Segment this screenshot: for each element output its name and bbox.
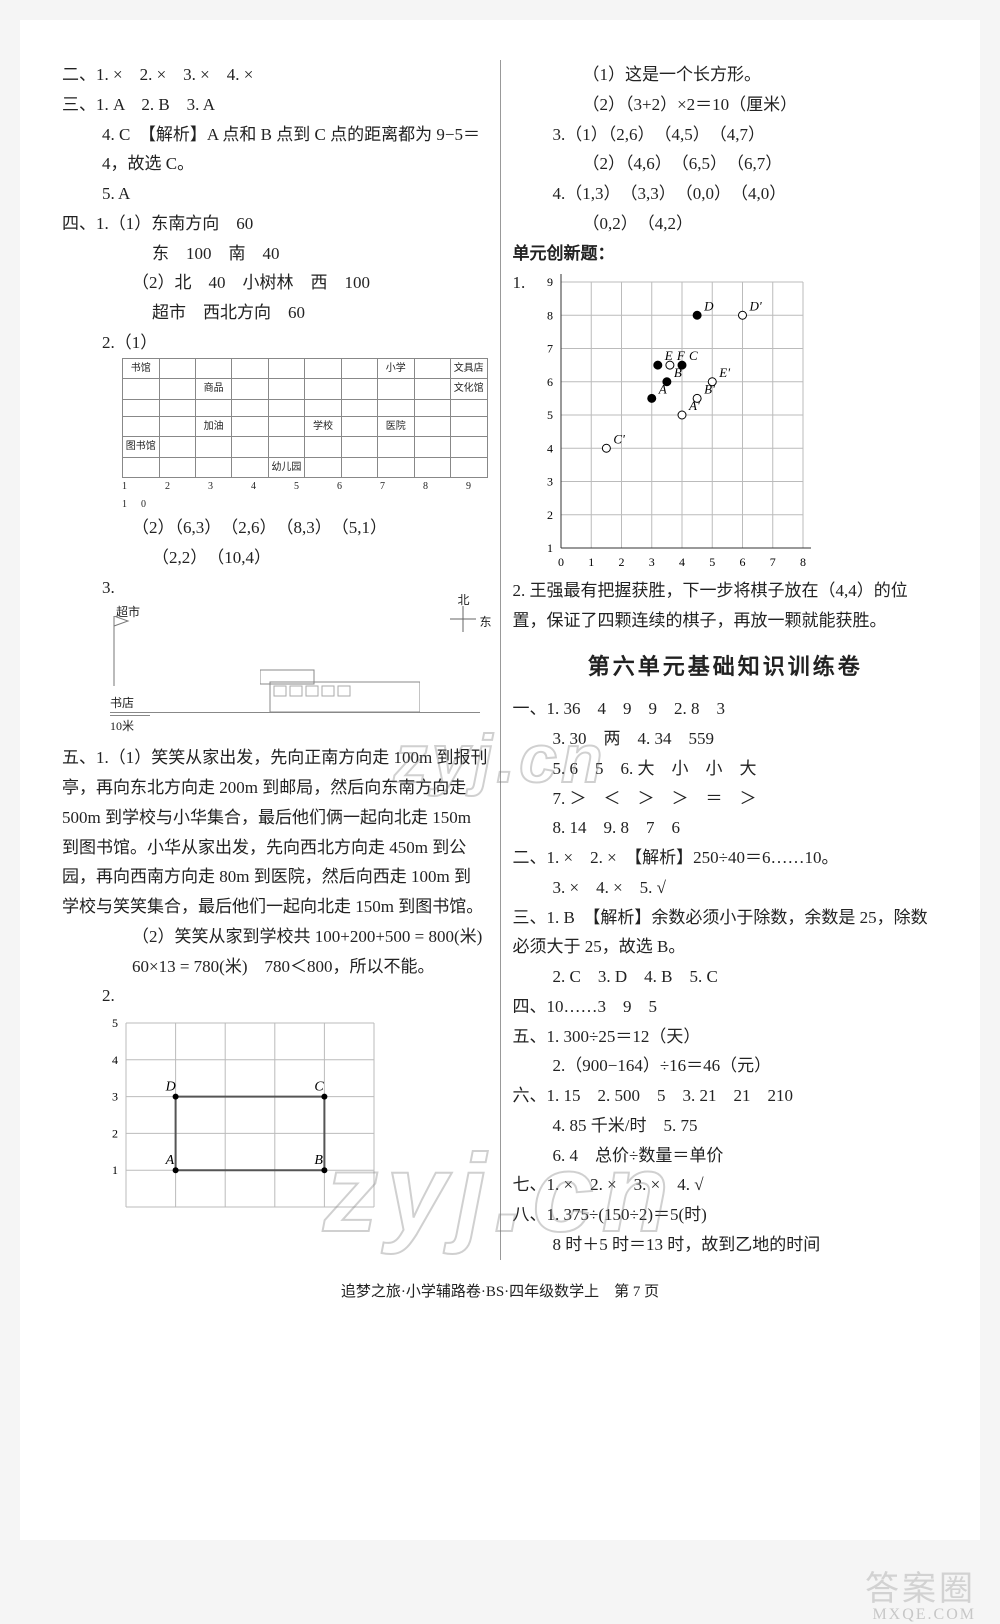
r5: 4.（1,3） （3,3） （0,0） （4,0） xyxy=(513,179,939,209)
sec4-3: 3. xyxy=(62,573,488,603)
sec3-1: 三、1. A 2. B 3. A xyxy=(62,90,488,120)
sec4-3-sketch: 超市 北 东 书店 xyxy=(110,602,480,713)
svg-text:3: 3 xyxy=(112,1090,118,1104)
svg-text:3: 3 xyxy=(547,475,553,489)
svg-text:4: 4 xyxy=(547,442,553,456)
u6-6: 六、1. 15 2. 500 5 3. 21 21 210 xyxy=(513,1081,939,1111)
svg-text:F: F xyxy=(675,348,685,363)
u6-3: 三、1. B 【解析】余数必须小于除数，余数是 25，除数必须大于 25，故选 … xyxy=(513,903,939,963)
unit6-title: 第六单元基础知识训练卷 xyxy=(513,648,939,687)
svg-text:9: 9 xyxy=(547,275,553,289)
flag-icon xyxy=(110,616,138,686)
svg-text:B: B xyxy=(314,1153,323,1168)
sec4-1c: （2）北 40 小树林 西 100 xyxy=(62,268,488,298)
svg-text:D: D xyxy=(703,299,714,314)
sec4-2c: （2,2） （10,4） xyxy=(62,543,488,573)
svg-text:4: 4 xyxy=(112,1053,118,1067)
u6-6c: 6. 4 总价÷数量＝单价 xyxy=(513,1141,939,1171)
svg-text:2: 2 xyxy=(618,555,624,569)
r2: （2）（3+2）×2＝10（厘米） xyxy=(513,90,939,120)
left-column: 二、1. × 2. × 3. × 4. × 三、1. A 2. B 3. A 4… xyxy=(50,60,501,1260)
sec2: 二、1. × 2. × 3. × 4. × xyxy=(62,60,488,90)
sec4-1b: 东 100 南 40 xyxy=(62,239,488,269)
sec4-2: 2.（1） xyxy=(62,328,488,358)
svg-text:1: 1 xyxy=(112,1163,118,1177)
sec3-4: 4. C 【解析】A 点和 B 点到 C 点的距离都为 9−5＝4，故选 C。 xyxy=(62,120,488,180)
right-column: （1）这是一个长方形。 （2）（3+2）×2＝10（厘米） 3.（1）（2,6）… xyxy=(501,60,951,1260)
u6-6b: 4. 85 千米/时 5. 75 xyxy=(513,1111,939,1141)
q2: 2. 王强最有把握获胜，下一步将棋子放在（4,4）的位置，保证了四颗连续的棋子，… xyxy=(513,576,939,636)
u6-1-3: 3. 30 两 4. 34 559 xyxy=(513,724,939,754)
svg-text:7: 7 xyxy=(547,342,553,356)
sketch-scale: 10米 xyxy=(110,715,150,737)
svg-text:1: 1 xyxy=(547,541,553,555)
sec4-1a: 四、1.（1）东南方向 60 xyxy=(62,209,488,239)
svg-text:C': C' xyxy=(613,432,625,447)
sec5-2: 2. xyxy=(62,981,488,1011)
svg-text:A: A xyxy=(165,1153,175,1168)
u6-2: 二、1. × 2. × 【解析】250÷40＝6……10。 xyxy=(513,843,939,873)
sec5-1c: 60×13 = 780(米) 780＜800，所以不能。 xyxy=(62,952,488,982)
svg-text:0: 0 xyxy=(558,555,564,569)
svg-text:8: 8 xyxy=(547,309,553,323)
svg-text:4: 4 xyxy=(679,555,685,569)
r6: （0,2） （4,2） xyxy=(513,209,939,239)
u6-1-7: 7. ＞ ＜ ＞ ＞ ＝ ＞ xyxy=(513,784,939,814)
u6-4: 四、10……3 9 5 xyxy=(513,992,939,1022)
building-sketch xyxy=(260,662,420,712)
svg-text:6: 6 xyxy=(739,555,745,569)
svg-text:5: 5 xyxy=(112,1016,118,1030)
u6-8b: 8 时＋5 时＝13 时，故到乙地的时间 xyxy=(513,1230,939,1260)
sketch-bl-label: 书店 xyxy=(110,693,134,714)
svg-text:5: 5 xyxy=(709,555,715,569)
svg-text:E': E' xyxy=(718,365,730,380)
u6-8: 八、1. 375÷(150÷2)＝5(时) xyxy=(513,1200,939,1230)
svg-text:6: 6 xyxy=(547,375,553,389)
sec4-2-table: 书馆小学文具店 商品文化馆 加油学校医院 图书馆 幼儿园 xyxy=(122,358,488,479)
u6-3b: 2. C 3. D 4. B 5. C xyxy=(513,962,939,992)
sec4-2-axis: 1 2 3 4 5 6 7 8 9 10 xyxy=(62,478,488,513)
sec5-1a: 五、1.（1）笑笑从家出发，先向正南方向走 100m 到报刊亭，再向东北方向走 … xyxy=(62,743,488,922)
u6-1-5: 5. 6 5 6. 大 小 小 大 xyxy=(513,754,939,784)
compass-north: 北 xyxy=(458,590,470,611)
sec4-2b: （2）（6,3） （2,6） （8,3） （5,1） xyxy=(62,513,488,543)
svg-text:1: 1 xyxy=(588,555,594,569)
svg-text:2: 2 xyxy=(547,508,553,522)
r1: （1）这是一个长方形。 xyxy=(513,60,939,90)
svg-text:7: 7 xyxy=(769,555,775,569)
q1-chart: 012345678123456789ABCEFA'B'C'D'E'D xyxy=(533,272,813,572)
r4: （2）（4,6） （6,5） （6,7） xyxy=(513,149,939,179)
u6-7: 七、1. × 2. × 3. × 4. √ xyxy=(513,1170,939,1200)
u6-2b: 3. × 4. × 5. √ xyxy=(513,873,939,903)
svg-text:D: D xyxy=(165,1080,176,1095)
svg-text:3: 3 xyxy=(648,555,654,569)
svg-text:C: C xyxy=(314,1080,324,1095)
corner-watermark: 答案圈 xyxy=(865,1561,976,1610)
sec5-2-chart: 1 2 3 4 5 A B C D xyxy=(102,1015,488,1215)
svg-text:D': D' xyxy=(748,299,761,314)
svg-text:2: 2 xyxy=(112,1126,118,1140)
u6-1-8: 8. 14 9. 8 7 6 xyxy=(513,813,939,843)
u6-1-1: 一、1. 36 4 9 9 2. 8 3 xyxy=(513,694,939,724)
u6-5-1: 五、1. 300÷25＝12（天） xyxy=(513,1022,939,1052)
innov-title: 单元创新题： xyxy=(513,239,939,269)
u6-5-2: 2.（900−164）÷16＝46（元） xyxy=(513,1051,939,1081)
sec3-5: 5. A xyxy=(62,179,488,209)
sec5-1b: （2）笑笑从家到学校共 100+200+500 = 800(米) xyxy=(62,922,488,952)
svg-text:8: 8 xyxy=(800,555,806,569)
svg-text:E: E xyxy=(663,348,672,363)
svg-text:5: 5 xyxy=(547,408,553,422)
r3: 3.（1）（2,6） （4,5） （4,7） xyxy=(513,120,939,150)
page-footer: 追梦之旅·小学辅路卷·BS·四年级数学上 第 7 页 xyxy=(50,1280,950,1301)
sec4-1d: 超市 西北方向 60 xyxy=(62,298,488,328)
corner-watermark-sub: MXQE.COM xyxy=(872,1606,976,1624)
q1-label: 1. xyxy=(513,268,533,298)
compass-east: 东 xyxy=(480,612,492,633)
svg-text:C: C xyxy=(689,348,698,363)
compass-icon: 北 东 xyxy=(446,602,480,643)
